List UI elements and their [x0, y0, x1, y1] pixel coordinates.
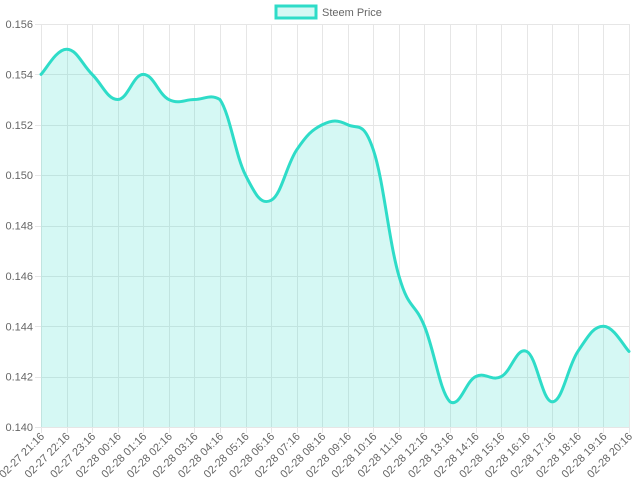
- data-point[interactable]: [600, 323, 606, 329]
- y-tick-label: 0.154: [5, 69, 33, 81]
- data-point[interactable]: [421, 323, 427, 329]
- data-point[interactable]: [64, 46, 70, 52]
- data-point[interactable]: [319, 122, 325, 128]
- line-layer: [38, 46, 632, 405]
- y-tick-label: 0.148: [5, 221, 33, 233]
- data-point[interactable]: [549, 399, 555, 405]
- data-point[interactable]: [191, 97, 197, 103]
- data-point[interactable]: [473, 374, 479, 380]
- data-point[interactable]: [38, 71, 44, 77]
- y-tick-label: 0.146: [5, 271, 33, 283]
- data-point[interactable]: [115, 97, 121, 103]
- data-point[interactable]: [166, 97, 172, 103]
- data-point[interactable]: [268, 197, 274, 203]
- y-tick-label: 0.150: [5, 170, 33, 182]
- legend-label-steem-price[interactable]: Steem Price: [322, 7, 382, 19]
- y-tick-label: 0.140: [5, 422, 33, 434]
- data-point[interactable]: [345, 122, 351, 128]
- data-point[interactable]: [370, 147, 376, 153]
- data-point[interactable]: [524, 348, 530, 354]
- area-layer: [41, 49, 629, 427]
- y-tick-label: 0.152: [5, 120, 33, 132]
- data-point[interactable]: [626, 348, 632, 354]
- y-tick-label: 0.156: [5, 19, 33, 31]
- chart-legend[interactable]: Steem Price: [274, 4, 382, 20]
- data-point[interactable]: [396, 273, 402, 279]
- legend-swatch-steem-price[interactable]: [274, 4, 318, 20]
- chart-grid: [35, 24, 630, 433]
- data-point[interactable]: [498, 374, 504, 380]
- data-point[interactable]: [294, 147, 300, 153]
- y-axis-ticks: 0.140 0.142 0.144 0.146 0.148 0.150 0.152 0.154…: [5, 19, 33, 434]
- data-point[interactable]: [217, 97, 223, 103]
- y-tick-label: 0.142: [5, 372, 33, 384]
- data-point[interactable]: [447, 399, 453, 405]
- data-point[interactable]: [575, 348, 581, 354]
- data-point[interactable]: [140, 71, 146, 77]
- y-tick-label: 0.144: [5, 321, 33, 333]
- data-point[interactable]: [243, 172, 249, 178]
- series-area-steem-price: [41, 49, 629, 427]
- data-point[interactable]: [89, 71, 95, 77]
- series-line-steem-price[interactable]: [39, 47, 631, 405]
